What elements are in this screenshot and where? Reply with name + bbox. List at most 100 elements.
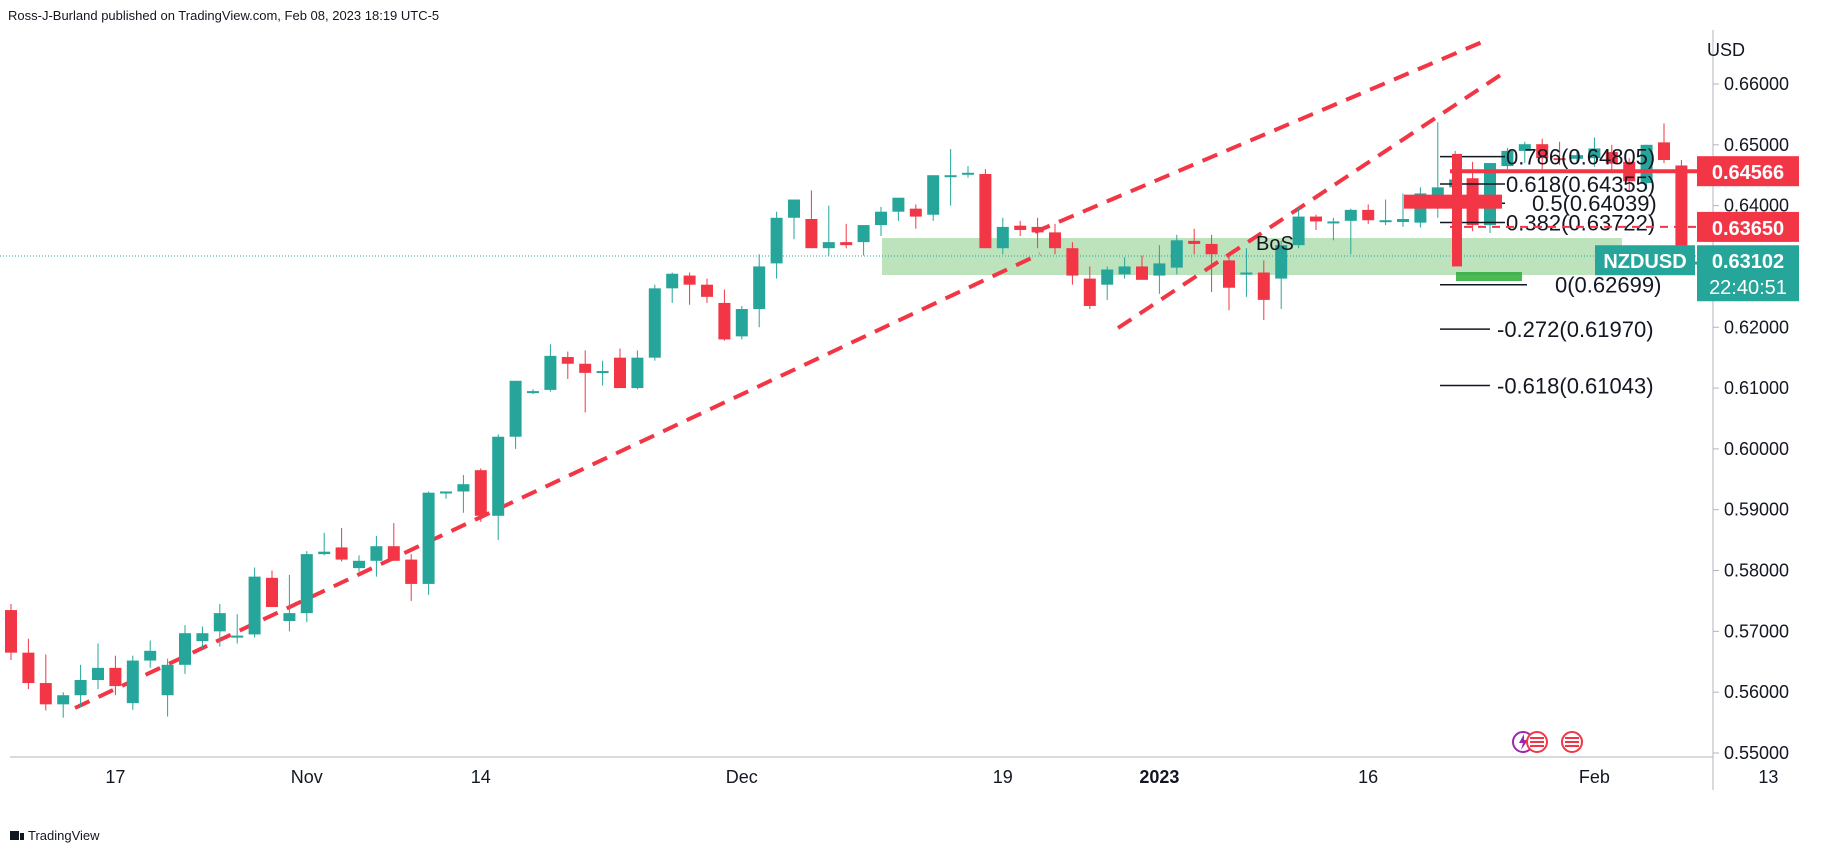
candle[interactable] — [996, 217, 1009, 255]
candle[interactable] — [979, 169, 992, 249]
candle[interactable] — [109, 655, 122, 696]
candle[interactable] — [422, 491, 435, 595]
candle[interactable] — [1049, 223, 1061, 255]
candle[interactable] — [1640, 144, 1653, 190]
candle[interactable] — [1605, 144, 1618, 173]
candle[interactable] — [1571, 150, 1583, 162]
candle[interactable] — [74, 664, 87, 708]
candle[interactable] — [579, 350, 592, 413]
candle[interactable] — [1205, 234, 1218, 292]
candle[interactable] — [1362, 204, 1375, 224]
candle[interactable] — [962, 166, 974, 178]
candle[interactable] — [1275, 240, 1288, 310]
candle[interactable] — [248, 567, 261, 638]
candle[interactable] — [57, 692, 70, 718]
candle[interactable] — [857, 225, 870, 256]
candle[interactable] — [875, 206, 887, 237]
candle[interactable] — [1153, 245, 1166, 294]
candle[interactable] — [92, 643, 104, 690]
candle[interactable] — [840, 223, 853, 249]
candle[interactable] — [944, 149, 957, 206]
candle-body — [74, 680, 87, 696]
candle[interactable] — [683, 272, 696, 305]
candle[interactable] — [753, 254, 766, 328]
candle[interactable] — [1379, 199, 1392, 226]
candle-body — [857, 225, 870, 243]
candle[interactable] — [1501, 147, 1514, 170]
candle[interactable] — [370, 535, 383, 577]
candle-body — [1031, 226, 1044, 233]
candle[interactable] — [492, 434, 505, 541]
candle[interactable] — [1397, 193, 1409, 227]
candle[interactable] — [457, 475, 470, 513]
candle[interactable] — [1327, 217, 1340, 241]
economic-events-icons[interactable] — [1512, 731, 1583, 753]
candle[interactable] — [1658, 123, 1670, 164]
candle[interactable] — [1310, 214, 1322, 230]
candle[interactable] — [527, 389, 539, 395]
candle[interactable] — [213, 603, 226, 647]
candle[interactable] — [1344, 208, 1357, 255]
candle-body — [683, 275, 696, 285]
candle[interactable] — [1223, 254, 1235, 311]
candle[interactable] — [735, 305, 748, 340]
candle[interactable] — [718, 289, 731, 341]
candle[interactable] — [788, 199, 800, 240]
candle[interactable] — [1588, 137, 1601, 167]
candle[interactable] — [1014, 220, 1027, 237]
candle[interactable] — [440, 491, 452, 499]
candle[interactable] — [770, 211, 783, 279]
candle[interactable] — [927, 175, 940, 221]
candle[interactable] — [1118, 257, 1131, 279]
candle-body — [718, 302, 731, 340]
candle[interactable] — [144, 640, 157, 668]
candle[interactable] — [1170, 234, 1183, 275]
candle[interactable] — [266, 570, 278, 608]
candle[interactable] — [909, 204, 922, 229]
candle[interactable] — [1518, 141, 1531, 164]
candle[interactable] — [1553, 141, 1566, 165]
candle[interactable] — [892, 197, 905, 221]
candle[interactable] — [231, 614, 244, 644]
candle[interactable] — [161, 658, 174, 717]
candle[interactable] — [544, 344, 557, 392]
candle[interactable] — [405, 554, 418, 601]
candle[interactable] — [335, 527, 348, 562]
candle[interactable] — [1536, 138, 1549, 170]
candle[interactable] — [387, 523, 400, 561]
candle[interactable] — [1240, 248, 1253, 297]
candle[interactable] — [631, 350, 644, 390]
candle[interactable] — [22, 638, 35, 690]
candle[interactable] — [509, 380, 522, 449]
candle[interactable] — [283, 574, 296, 632]
candle[interactable] — [822, 205, 835, 256]
candle[interactable] — [614, 348, 626, 389]
candle[interactable] — [179, 625, 191, 674]
candle[interactable] — [701, 278, 713, 303]
candle[interactable] — [1083, 266, 1096, 310]
candle[interactable] — [1031, 217, 1044, 249]
candle[interactable] — [1292, 207, 1305, 249]
candle[interactable] — [1101, 266, 1114, 300]
current-price-bg — [1697, 245, 1799, 302]
candle[interactable] — [666, 272, 679, 303]
candle[interactable] — [474, 468, 487, 522]
candle[interactable] — [1257, 260, 1270, 320]
candle[interactable] — [1136, 255, 1148, 280]
candle[interactable] — [39, 654, 52, 711]
candle[interactable] — [1188, 228, 1201, 255]
candle[interactable] — [196, 626, 209, 649]
candle[interactable] — [648, 284, 661, 361]
candle[interactable] — [126, 655, 139, 710]
candle[interactable] — [596, 360, 609, 386]
candle[interactable] — [1066, 242, 1079, 285]
candle[interactable] — [353, 555, 365, 572]
candle[interactable] — [805, 190, 818, 249]
price-tag-text: 0.63650 — [1712, 218, 1784, 240]
candle[interactable] — [5, 603, 17, 660]
candle[interactable] — [561, 351, 574, 379]
candle-body — [1379, 220, 1392, 223]
candle[interactable] — [300, 551, 313, 623]
candle[interactable] — [318, 532, 331, 556]
